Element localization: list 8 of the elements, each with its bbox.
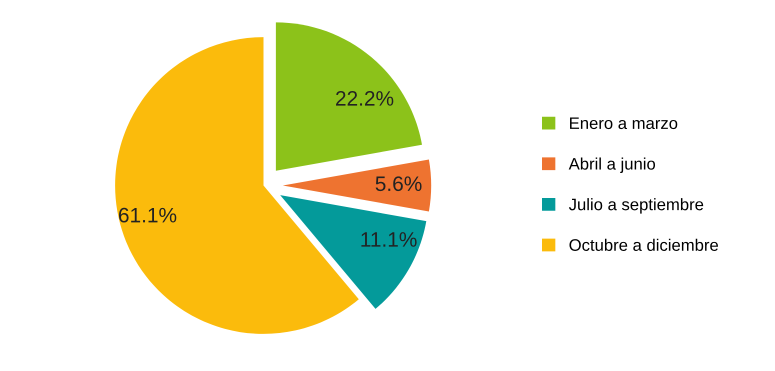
legend-label: Enero a marzo xyxy=(570,117,678,130)
legend-label: Octubre a diciembre xyxy=(569,238,718,251)
legend-label: Abril a junio xyxy=(568,157,656,173)
data-label: 61.1% xyxy=(119,208,176,223)
data-label: 5.6% xyxy=(376,176,422,192)
data-label: 11.1% xyxy=(361,232,417,247)
legend-label: Julio a septiembre xyxy=(568,198,704,214)
data-label: 22.2% xyxy=(336,91,394,106)
